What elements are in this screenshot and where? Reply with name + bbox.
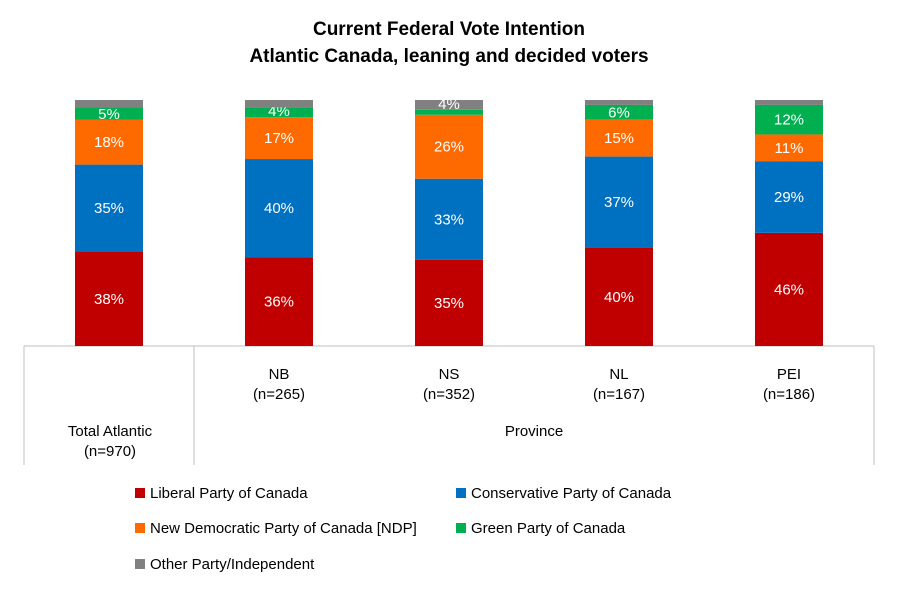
bar-segment-other-party-independent [585,100,653,105]
data-label: 4% [268,103,290,120]
data-label: 12% [774,112,804,129]
bar-segment-conservative-party-of-canada [75,164,143,252]
bar-segment-other-party-independent [415,100,483,110]
bar-segment-liberal-party-of-canada [75,251,143,346]
group-label-province: Province [504,423,564,440]
data-label: 17% [264,130,294,147]
category-label-nb: NB (n=265) [194,365,364,405]
category-label-ns: NS (n=352) [364,365,534,405]
bar-segment-conservative-party-of-canada [755,161,823,233]
category-n: (n=352) [422,386,476,403]
category-n: (n=970) [83,443,137,460]
bar-segment-green-party-of-canada [245,107,313,118]
data-label: 6% [608,104,630,121]
data-label: 35% [94,200,124,217]
bar-segment-green-party-of-canada [75,107,143,120]
bar-segment-new-democratic-party-of-canada-ndp [585,119,653,157]
bar-segment-green-party-of-canada [585,104,653,120]
category-name: Total Atlantic [67,423,153,440]
data-label: 18% [94,134,124,151]
chart-title-line1: Current Federal Vote Intention [312,19,585,40]
data-label: 11% [775,140,804,157]
bar-segment-conservative-party-of-canada [415,178,483,260]
chart-title: Current Federal Vote Intention Atlantic … [0,16,898,70]
data-label: 26% [434,139,464,156]
data-label: 36% [264,294,294,311]
bar-segment-other-party-independent [245,100,313,108]
category-label-total-atlantic: Total Atlantic (n=970) [25,422,195,462]
bar-segment-other-party-independent [75,100,143,108]
bar-segment-new-democratic-party-of-canada-ndp [415,114,483,179]
category-label-pei: PEI (n=186) [704,365,874,405]
data-label: 40% [264,200,294,217]
category-n: (n=167) [592,386,646,403]
bar-segment-liberal-party-of-canada [245,257,313,346]
bar-segment-new-democratic-party-of-canada-ndp [75,119,143,165]
category-name: NL [609,366,629,383]
bar-segment-green-party-of-canada [755,104,823,135]
category-name: NB [268,366,290,383]
bar-segment-liberal-party-of-canada [415,259,483,346]
chart-subtitle: Atlantic Canada, leaning and decided vot… [249,46,649,67]
bar-segment-conservative-party-of-canada [245,159,313,258]
bar-segment-liberal-party-of-canada [755,232,823,346]
bar-segment-new-democratic-party-of-canada-ndp [245,117,313,160]
data-label: 38% [94,291,124,308]
bar-segment-liberal-party-of-canada [585,247,653,346]
bar-segment-other-party-independent [755,100,823,105]
data-label: 33% [434,211,464,228]
bar-segment-green-party-of-canada [415,109,483,115]
category-label-nl: NL (n=167) [534,365,704,405]
bar-segment-new-democratic-party-of-canada-ndp [755,134,823,162]
data-label: 46% [774,281,804,298]
category-name: NS [438,366,460,383]
data-label: 35% [434,295,464,312]
data-label: 40% [604,289,634,306]
category-n: (n=186) [762,386,816,403]
category-n: (n=265) [252,386,306,403]
data-label: 37% [604,194,634,211]
data-label: 4% [438,96,460,113]
bar-segment-conservative-party-of-canada [585,156,653,248]
data-label: 29% [774,189,804,206]
data-label: 15% [604,130,634,147]
data-label: 5% [98,106,120,123]
category-name: PEI [776,366,802,383]
